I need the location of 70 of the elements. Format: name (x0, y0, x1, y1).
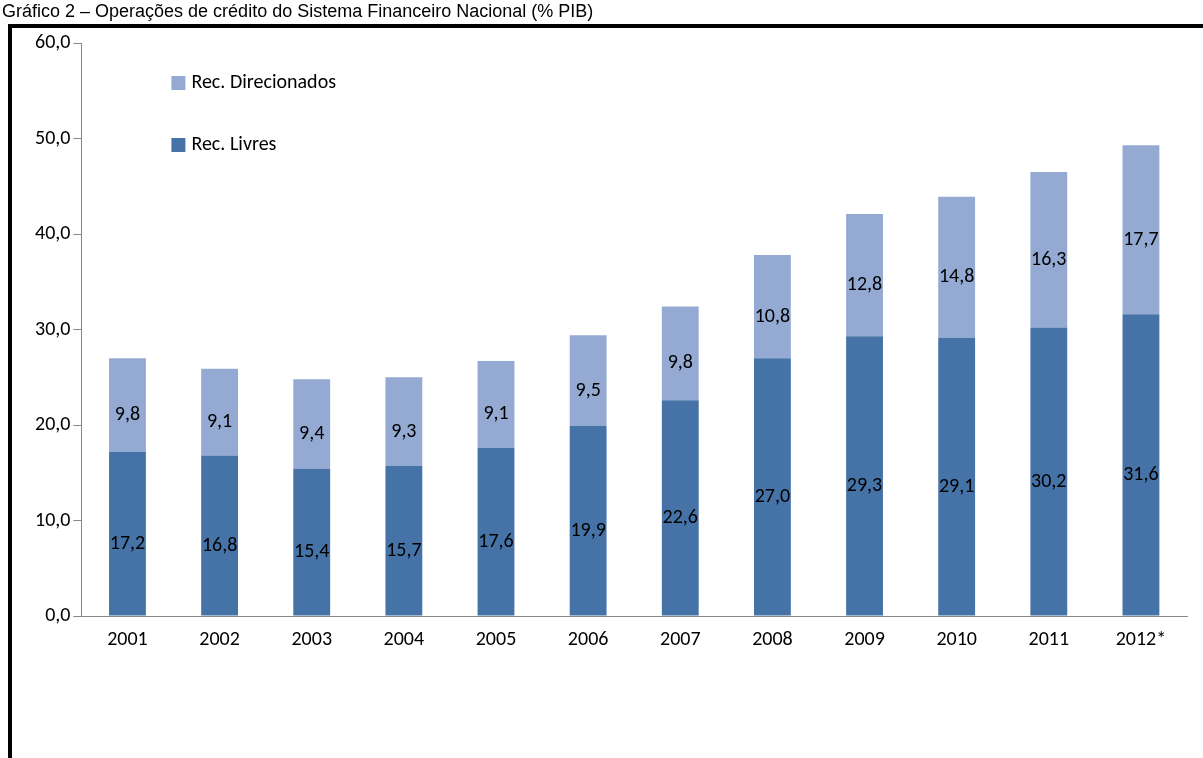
x-tick-label: 2002 (199, 626, 240, 650)
y-tick-label: 20,0 (34, 411, 71, 435)
bar (293, 379, 331, 469)
data-label: 9,5 (575, 376, 601, 401)
data-label: 17,7 (1123, 225, 1159, 250)
bar (1030, 327, 1068, 616)
bar (938, 338, 976, 616)
x-tick-label: 2006 (567, 626, 609, 650)
data-label: 9,3 (391, 417, 417, 442)
data-label: 9,1 (206, 408, 233, 433)
x-tick-label: 2003 (291, 626, 333, 650)
y-tick-label: 50,0 (34, 124, 71, 149)
bar (109, 358, 146, 452)
bar (1122, 314, 1160, 616)
bar (385, 377, 423, 467)
y-tick-label: 10,0 (34, 506, 71, 531)
data-label: 17,2 (109, 529, 146, 554)
data-label: 22,6 (662, 503, 698, 528)
data-label: 9,8 (114, 400, 141, 425)
data-label: 9,8 (667, 349, 693, 374)
legend-label: Rec. Direcionados (191, 69, 337, 93)
data-label: 15,7 (386, 536, 422, 561)
x-tick-label: 2012* (1115, 626, 1167, 650)
x-tick-label: 2008 (752, 626, 793, 650)
x-tick-label: 2007 (659, 626, 701, 650)
data-label: 17,6 (478, 527, 514, 552)
bar (1030, 171, 1068, 328)
bar (569, 335, 607, 426)
bar (385, 466, 423, 616)
data-label: 16,3 (1031, 245, 1067, 270)
legend-label: Rec. Livres (191, 131, 277, 155)
data-label: 16,8 (201, 531, 238, 556)
chart-title: Gráfico 2 – Operações de crédito do Sistema Financeiro Nacional (% PIB) (2, 1, 594, 21)
bar (477, 361, 515, 448)
bar (201, 455, 239, 616)
data-label: 12,8 (846, 271, 883, 296)
x-tick-label: 2011 (1028, 626, 1070, 650)
bar (109, 451, 146, 616)
bar (661, 306, 699, 401)
bar (1122, 145, 1160, 315)
data-label: 9,1 (483, 400, 509, 425)
y-tick-label: 30,0 (34, 315, 71, 340)
x-tick-label: 2004 (383, 626, 425, 650)
data-label: 9,4 (299, 420, 325, 445)
x-tick-label: 2010 (936, 626, 977, 650)
data-label: 19,9 (570, 516, 606, 541)
data-label: 10,8 (754, 302, 791, 327)
bar (753, 358, 791, 616)
data-label: 29,3 (846, 471, 883, 496)
bar (938, 196, 976, 339)
bar (293, 468, 331, 616)
bar (477, 447, 515, 616)
bar (753, 255, 791, 359)
data-label: 15,4 (294, 538, 330, 563)
data-label: 31,6 (1123, 460, 1159, 485)
x-tick-label: 2005 (475, 626, 517, 650)
x-tick-label: 2001 (107, 626, 148, 650)
bar (569, 425, 607, 616)
y-tick-label: 60,0 (34, 29, 71, 53)
data-label: 14,8 (938, 263, 975, 288)
y-tick-label: 40,0 (34, 220, 71, 244)
y-tick-label: 0,0 (45, 602, 71, 626)
data-label: 27,0 (754, 482, 791, 507)
bar (846, 213, 883, 337)
data-label: 30,2 (1031, 467, 1067, 492)
bar (661, 400, 699, 616)
data-label: 29,1 (938, 472, 975, 497)
x-tick-label: 2009 (844, 626, 885, 650)
bar (201, 368, 239, 456)
bar (846, 336, 883, 616)
